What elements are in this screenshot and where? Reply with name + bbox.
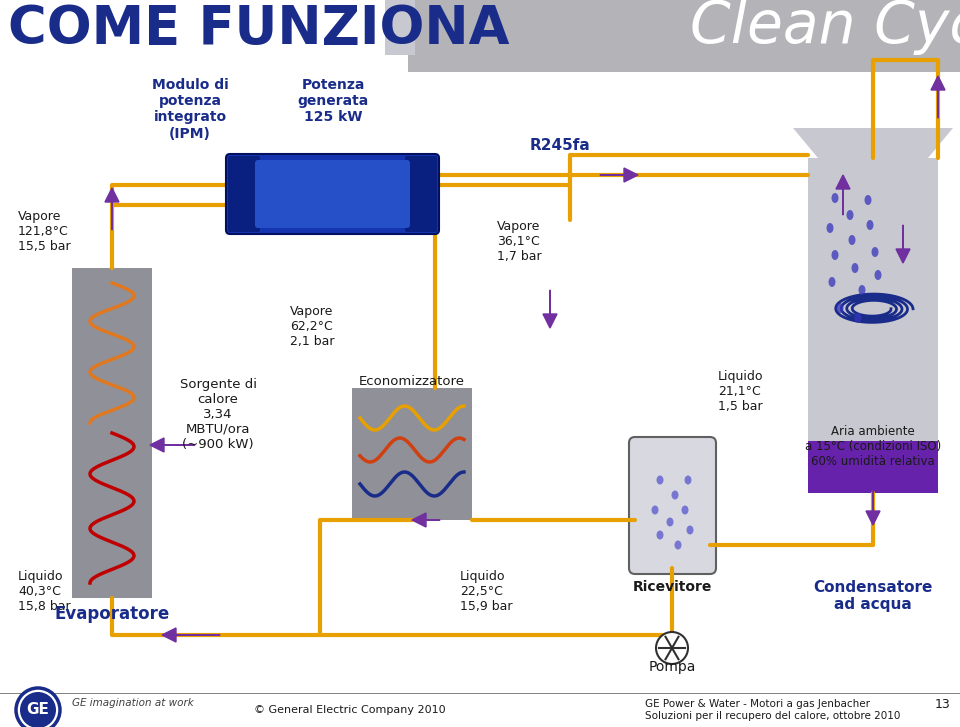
Text: Aria ambiente
a 15°C (condizioni ISO)
60% umidità relativa: Aria ambiente a 15°C (condizioni ISO) 60…: [804, 425, 941, 468]
Text: Vapore
36,1°C
1,7 bar: Vapore 36,1°C 1,7 bar: [497, 220, 541, 263]
Text: GE Power & Water - Motori a gas Jenbacher
Soluzioni per il recupero del calore, : GE Power & Water - Motori a gas Jenbache…: [645, 699, 900, 720]
Text: Ricevitore: Ricevitore: [633, 580, 711, 594]
FancyBboxPatch shape: [228, 156, 260, 232]
Text: GE: GE: [27, 702, 49, 718]
Text: Sorgente di
calore
3,34
MBTU/ora
(~900 kW): Sorgente di calore 3,34 MBTU/ora (~900 k…: [180, 378, 256, 451]
FancyArrow shape: [412, 513, 440, 527]
Bar: [352, 388, 472, 520]
Ellipse shape: [675, 540, 682, 550]
FancyBboxPatch shape: [226, 154, 439, 234]
FancyArrow shape: [105, 188, 119, 230]
Bar: [808, 158, 938, 493]
FancyArrow shape: [162, 628, 220, 642]
Bar: [808, 441, 938, 493]
Text: Vapore
121,8°C
15,5 bar: Vapore 121,8°C 15,5 bar: [18, 210, 71, 253]
Text: Modulo di
potenza
integrato
(IPM): Modulo di potenza integrato (IPM): [152, 78, 228, 140]
Text: Liquido
22,5°C
15,9 bar: Liquido 22,5°C 15,9 bar: [460, 570, 513, 613]
Ellipse shape: [865, 195, 872, 205]
FancyArrow shape: [866, 490, 880, 525]
Text: Clean Cycle 125: Clean Cycle 125: [690, 0, 960, 55]
FancyArrow shape: [836, 175, 850, 215]
Ellipse shape: [682, 505, 688, 515]
Text: Liquido
21,1°C
1,5 bar: Liquido 21,1°C 1,5 bar: [718, 370, 763, 413]
Text: GE imagination at work: GE imagination at work: [72, 698, 194, 708]
FancyArrow shape: [896, 225, 910, 263]
Polygon shape: [793, 128, 953, 158]
Ellipse shape: [867, 220, 874, 230]
Ellipse shape: [686, 526, 693, 534]
Text: Liquido
40,3°C
15,8 bar: Liquido 40,3°C 15,8 bar: [18, 570, 71, 613]
FancyArrow shape: [543, 290, 557, 328]
Text: Condensatore
ad acqua: Condensatore ad acqua: [813, 580, 933, 612]
Ellipse shape: [831, 250, 838, 260]
Ellipse shape: [827, 223, 833, 233]
Ellipse shape: [847, 210, 853, 220]
Ellipse shape: [852, 263, 858, 273]
FancyArrow shape: [150, 438, 195, 452]
Bar: [72, 268, 152, 598]
Text: Economizzatore: Economizzatore: [359, 375, 465, 388]
Text: Potenza
generata
125 kW: Potenza generata 125 kW: [298, 78, 369, 124]
Circle shape: [16, 688, 60, 727]
Ellipse shape: [652, 505, 659, 515]
Ellipse shape: [666, 518, 674, 526]
FancyArrow shape: [931, 76, 945, 118]
Text: © General Electric Company 2010: © General Electric Company 2010: [254, 705, 445, 715]
Circle shape: [656, 632, 688, 664]
Ellipse shape: [657, 531, 663, 539]
FancyBboxPatch shape: [255, 160, 410, 228]
Ellipse shape: [828, 277, 835, 287]
Ellipse shape: [872, 247, 878, 257]
FancyArrow shape: [600, 168, 638, 182]
FancyBboxPatch shape: [629, 437, 716, 574]
Text: Evaporatore: Evaporatore: [55, 605, 170, 623]
Circle shape: [20, 692, 56, 727]
Ellipse shape: [849, 235, 855, 245]
FancyBboxPatch shape: [405, 156, 437, 232]
Bar: [408, 0, 960, 72]
Text: 13: 13: [934, 698, 950, 711]
Ellipse shape: [858, 285, 866, 295]
Text: Pompa: Pompa: [648, 660, 696, 674]
Ellipse shape: [657, 475, 663, 484]
Ellipse shape: [836, 303, 844, 313]
Ellipse shape: [831, 193, 838, 203]
Bar: [385, 0, 415, 55]
Text: Vapore
62,2°C
2,1 bar: Vapore 62,2°C 2,1 bar: [290, 305, 334, 348]
Ellipse shape: [684, 475, 691, 484]
Ellipse shape: [875, 270, 881, 280]
Ellipse shape: [671, 491, 679, 499]
Text: R245fa: R245fa: [530, 138, 590, 153]
Text: COME FUNZIONA: COME FUNZIONA: [8, 3, 510, 55]
Ellipse shape: [854, 313, 861, 323]
